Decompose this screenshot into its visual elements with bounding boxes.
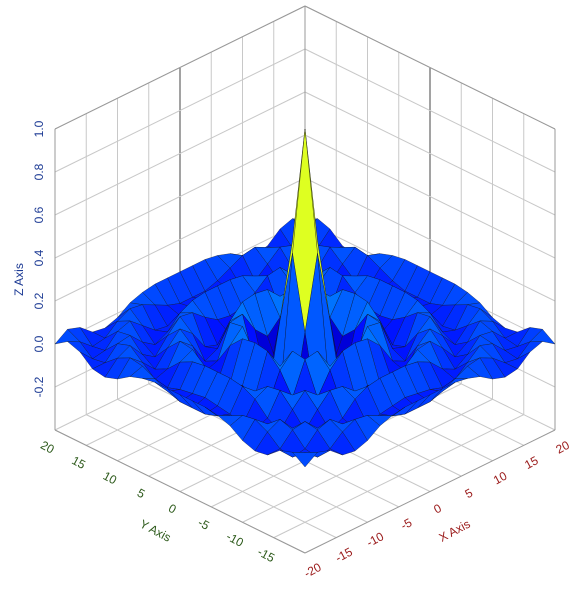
x-tick-label: -15 <box>333 544 355 565</box>
z-tick-label: 0.6 <box>32 206 46 223</box>
x-tick-label: 0 <box>431 501 444 517</box>
x-tick-label: -20 <box>302 560 324 581</box>
z-tick-label: 1.0 <box>32 120 46 137</box>
y-tick-label: -15 <box>255 545 277 566</box>
x-tick-label: 5 <box>463 485 476 501</box>
x-tick-label: 20 <box>553 438 572 457</box>
y-tick-label: 20 <box>38 438 57 457</box>
grid-line <box>54 48 306 173</box>
grid-line <box>304 134 556 259</box>
z-axis-label: Z Axis <box>12 263 26 296</box>
grid-line <box>54 177 306 302</box>
grid-line <box>304 48 556 173</box>
z-tick-label: -0.2 <box>32 376 46 397</box>
y-tick-label: 15 <box>69 453 88 472</box>
box-edge <box>54 429 306 554</box>
surface-cell <box>292 452 318 468</box>
x-tick-label: 10 <box>491 469 510 488</box>
z-tick-label: 0.0 <box>32 335 46 352</box>
z-tick-label: 0.2 <box>32 292 46 309</box>
z-tick-label: 0.8 <box>32 163 46 180</box>
x-axis-label: X Axis <box>437 517 473 545</box>
grid-line <box>273 414 524 539</box>
grid-line <box>242 398 493 523</box>
y-tick-label: -5 <box>196 515 212 533</box>
grid-line <box>304 91 556 216</box>
y-tick-label: 5 <box>135 486 148 502</box>
y-axis-label: Y Axis <box>137 517 173 545</box>
grid-line <box>54 91 306 216</box>
grid-line <box>304 177 556 302</box>
x-tick-label: 15 <box>522 453 541 472</box>
box-edge <box>304 429 556 554</box>
box-edge <box>54 5 306 130</box>
x-tick-label: -10 <box>364 529 386 550</box>
y-tick-label: 0 <box>166 501 179 517</box>
z-tick-label: 0.4 <box>32 249 46 266</box>
y-tick-label: -10 <box>224 529 246 550</box>
grid-line <box>54 134 306 259</box>
x-tick-label: -5 <box>398 515 414 533</box>
box-edge <box>304 5 556 130</box>
y-tick-label: 10 <box>101 469 120 488</box>
